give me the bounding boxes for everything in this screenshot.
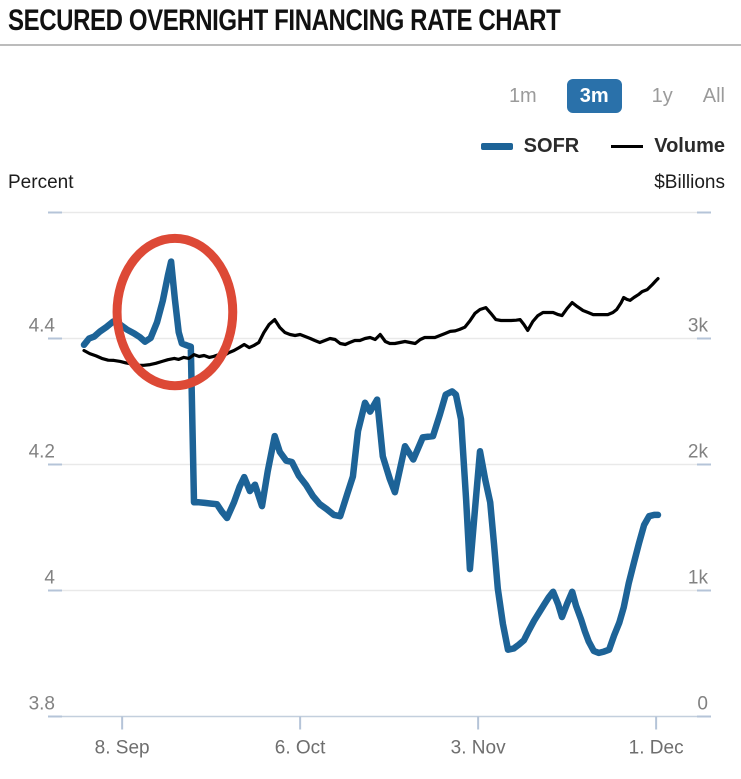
range-selector: 1m 3m 1y All <box>509 78 741 114</box>
page-title: SECURED OVERNIGHT FINANCING RATE CHART <box>0 0 741 44</box>
page-title-text: SECURED OVERNIGHT FINANCING RATE CHART <box>8 4 561 37</box>
volume-line-swatch-icon <box>611 144 644 149</box>
legend-item-sofr[interactable]: SOFR <box>480 135 580 158</box>
legend-label-volume: Volume <box>654 135 725 157</box>
x-tick-label: 3. Nov <box>451 738 506 759</box>
y-left-tick-label: 4.4 <box>29 316 56 337</box>
y-left-axis-title: Percent <box>8 172 74 193</box>
y-right-tick-label: 0 <box>697 694 708 715</box>
y-left-tick-label: 4 <box>44 568 55 589</box>
volume-line <box>82 277 660 367</box>
range-button-1m[interactable]: 1m <box>508 85 537 107</box>
range-button-1y[interactable]: 1y <box>651 85 673 107</box>
y-right-tick-label: 2k <box>688 442 709 463</box>
x-tick-label: 1. Dec <box>629 738 684 759</box>
page-header: SECURED OVERNIGHT FINANCING RATE CHART <box>0 0 741 46</box>
range-button-all[interactable]: All <box>702 85 725 107</box>
sofr-volume-chart: 4.4 3k 4.2 2k 4 1k 3.8 0 8. Sep 6. Oct 3. Nov 1. De… <box>29 211 711 759</box>
chart-legend: SOFR Volume <box>480 135 725 158</box>
y-right-tick-label: 1k <box>688 568 709 589</box>
y-right-tick-label: 3k <box>688 316 709 337</box>
range-button-3m[interactable]: 3m <box>566 79 622 113</box>
y-left-tick-label: 4.2 <box>29 442 55 463</box>
sofr-line <box>80 258 662 657</box>
annotation-circle <box>112 233 238 391</box>
sofr-line-swatch-icon <box>480 143 513 150</box>
x-tick-label: 6. Oct <box>275 738 326 759</box>
x-tick-label: 8. Sep <box>95 738 150 759</box>
legend-label-sofr: SOFR <box>523 135 580 157</box>
legend-item-volume[interactable]: Volume <box>611 135 725 158</box>
y-right-axis-title: $Billions <box>654 172 725 193</box>
y-left-tick-label: 3.8 <box>29 694 55 715</box>
